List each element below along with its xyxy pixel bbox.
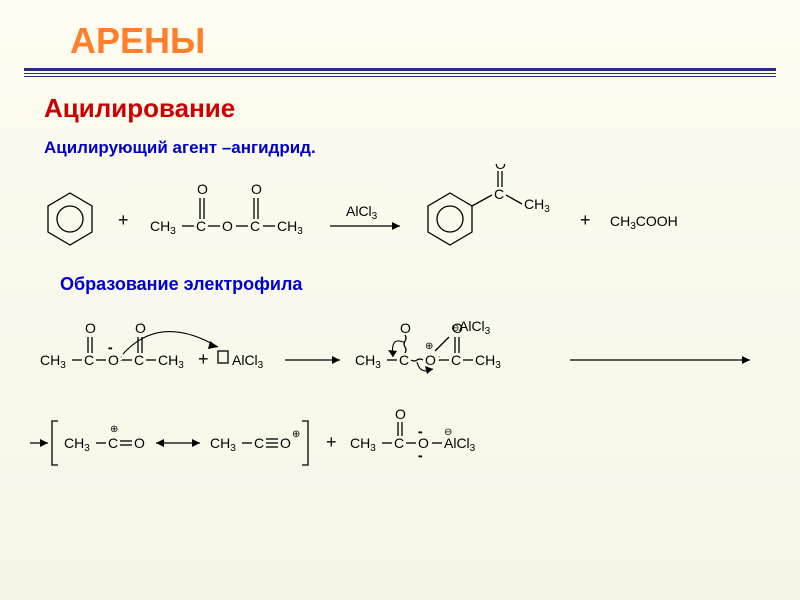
mechanism-arrow-cont xyxy=(570,356,750,364)
acetic-acid-byproduct: CH3COOH xyxy=(610,213,678,232)
svg-text:O: O xyxy=(251,181,262,197)
svg-text:CH3: CH3 xyxy=(150,218,176,237)
svg-text:O: O xyxy=(108,352,119,368)
mechanism-step1-left: CH3 C O O •• : C O CH3 + AlCl3 xyxy=(40,320,264,371)
svg-text:C: C xyxy=(196,218,206,234)
title-underline xyxy=(24,68,776,77)
agent-line: Ацилирующий агент –ангидрид. xyxy=(0,124,800,158)
svg-text:⊕: ⊕ xyxy=(425,341,433,352)
mechanism-step1-right: CH3 C O O ⊕ : C O CH3 ⊖ AlCl3 xyxy=(355,318,501,374)
svg-text:CH3: CH3 xyxy=(210,435,236,454)
benzene-reactant xyxy=(48,193,92,245)
plus-1: + xyxy=(118,210,129,230)
mechanism-diagram: CH3 C O O •• : C O CH3 + AlCl3 CH3 C xyxy=(0,303,800,503)
svg-text:C: C xyxy=(134,352,144,368)
svg-text:⊕: ⊕ xyxy=(292,429,300,440)
svg-text:AlCl3: AlCl3 xyxy=(459,318,491,337)
svg-text:CH3: CH3 xyxy=(64,435,90,454)
acylium-resonance: CH3 C ⊕ O CH3 C O ⊕ + CH3 C O O xyxy=(30,406,476,465)
svg-text:C: C xyxy=(84,352,94,368)
svg-text:O: O xyxy=(425,352,436,368)
acetophenone-product: C O CH3 xyxy=(428,164,550,245)
svg-text:••: •• xyxy=(418,452,423,461)
svg-text:O: O xyxy=(418,435,429,451)
reaction-arrow: AlCl3 xyxy=(330,203,400,230)
svg-text:O: O xyxy=(134,435,145,451)
svg-text:CH3: CH3 xyxy=(524,196,550,215)
svg-text::: : xyxy=(120,354,122,363)
svg-text:AlCl3: AlCl3 xyxy=(232,352,264,371)
svg-text:+: + xyxy=(326,432,337,452)
svg-text:C: C xyxy=(254,435,264,451)
svg-text:C: C xyxy=(494,186,504,202)
svg-text:O: O xyxy=(85,320,96,336)
plus-2: + xyxy=(580,210,591,230)
svg-text:CH3: CH3 xyxy=(475,352,501,371)
mechanism-arrow-1 xyxy=(285,356,340,364)
svg-text:O: O xyxy=(197,181,208,197)
electrophile-heading: Образование электрофила xyxy=(0,274,800,295)
svg-text:C: C xyxy=(108,435,118,451)
svg-text:CH3: CH3 xyxy=(355,352,381,371)
svg-text:O: O xyxy=(395,406,406,422)
page-title: АРЕНЫ xyxy=(0,0,800,68)
svg-text:CH3: CH3 xyxy=(40,352,66,371)
svg-text:C: C xyxy=(451,352,461,368)
svg-text:O: O xyxy=(222,218,233,234)
svg-text:O: O xyxy=(135,320,146,336)
svg-text:AlCl3: AlCl3 xyxy=(444,435,476,454)
reaction-svg: + CH3 C O O C O CH3 AlCl3 C O CH3 + xyxy=(0,164,800,274)
svg-text:C: C xyxy=(394,435,404,451)
main-reaction: + CH3 C O O C O CH3 AlCl3 C O CH3 + xyxy=(0,164,800,274)
anhydride: CH3 C O O C O CH3 xyxy=(150,181,303,237)
svg-text:CH3: CH3 xyxy=(277,218,303,237)
svg-text:O: O xyxy=(400,320,411,336)
svg-text:O: O xyxy=(280,435,291,451)
svg-text:CH3: CH3 xyxy=(158,352,184,371)
svg-text:CH3: CH3 xyxy=(350,435,376,454)
svg-text:+: + xyxy=(198,349,209,369)
svg-text:C: C xyxy=(399,352,409,368)
svg-text:AlCl3: AlCl3 xyxy=(346,203,378,222)
svg-text::: : xyxy=(438,354,440,363)
svg-text:O: O xyxy=(495,164,506,172)
svg-text:⊕: ⊕ xyxy=(110,424,118,435)
svg-text:C: C xyxy=(250,218,260,234)
subtitle: Ацилирование xyxy=(0,93,800,124)
